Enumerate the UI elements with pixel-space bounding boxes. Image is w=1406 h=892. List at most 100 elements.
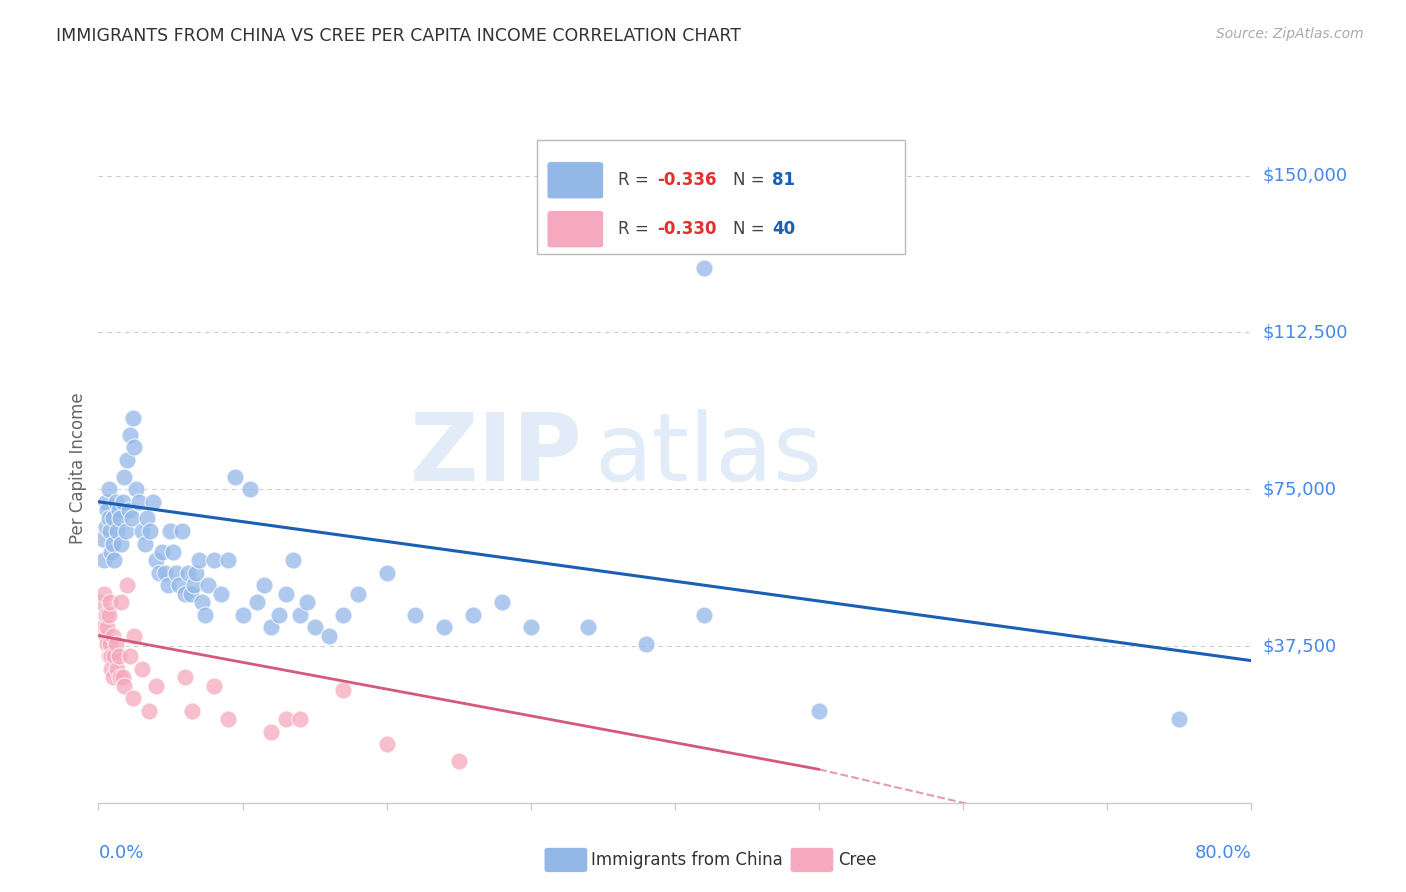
Point: [114, 524, 136, 538]
Point: [170, 524, 193, 538]
Point: [217, 553, 239, 567]
Point: [101, 628, 124, 642]
Text: $75,000: $75,000: [1263, 480, 1337, 499]
Point: [108, 670, 131, 684]
Point: [91, 620, 114, 634]
Point: [177, 566, 200, 580]
Point: [145, 679, 167, 693]
Point: [139, 524, 162, 538]
Point: [97, 607, 120, 622]
Point: [101, 536, 124, 550]
Point: [105, 662, 128, 676]
Point: [1168, 712, 1191, 726]
Point: [108, 511, 131, 525]
Point: [260, 620, 283, 634]
Point: [128, 494, 150, 508]
Text: 81: 81: [772, 171, 796, 189]
Point: [447, 754, 470, 768]
Point: [405, 607, 427, 622]
Point: [122, 691, 145, 706]
Point: [97, 482, 120, 496]
Point: [267, 607, 290, 622]
Point: [107, 649, 129, 664]
Point: [98, 595, 121, 609]
Point: [100, 649, 122, 664]
Point: [153, 566, 176, 580]
Point: [100, 662, 122, 676]
Point: [202, 553, 225, 567]
Text: atlas: atlas: [595, 409, 823, 501]
Point: [174, 670, 197, 684]
Point: [159, 524, 181, 538]
Point: [491, 595, 513, 609]
Point: [194, 607, 217, 622]
Point: [202, 679, 225, 693]
Point: [124, 441, 146, 455]
Point: [96, 637, 118, 651]
Point: [191, 595, 214, 609]
Y-axis label: Per Capita Income: Per Capita Income: [69, 392, 87, 544]
Point: [188, 553, 211, 567]
Point: [274, 587, 297, 601]
Point: [117, 578, 138, 592]
Text: $150,000: $150,000: [1263, 167, 1347, 185]
Point: [107, 503, 129, 517]
Text: 40: 40: [772, 220, 796, 238]
Point: [105, 524, 128, 538]
Point: [167, 578, 190, 592]
Point: [433, 620, 456, 634]
Point: [110, 595, 132, 609]
Point: [224, 469, 246, 483]
Point: [111, 670, 134, 684]
Point: [239, 482, 262, 496]
Point: [332, 607, 354, 622]
Point: [118, 503, 141, 517]
Point: [693, 260, 716, 275]
Point: [98, 637, 121, 651]
Point: [148, 566, 170, 580]
Text: -0.330: -0.330: [657, 220, 717, 238]
Point: [807, 704, 830, 718]
Point: [97, 649, 120, 664]
Point: [165, 566, 187, 580]
Point: [94, 494, 117, 508]
Point: [142, 494, 165, 508]
Point: [253, 578, 276, 592]
Point: [97, 511, 120, 525]
Point: [636, 637, 658, 651]
Point: [290, 712, 312, 726]
Point: [375, 566, 398, 580]
Point: [183, 578, 205, 592]
Point: [304, 620, 326, 634]
Point: [145, 553, 167, 567]
Point: [246, 595, 269, 609]
Text: Cree: Cree: [838, 851, 876, 869]
Point: [100, 545, 122, 559]
Text: -0.336: -0.336: [657, 171, 717, 189]
Text: R =: R =: [617, 220, 654, 238]
Point: [121, 511, 143, 525]
Text: ZIP: ZIP: [409, 409, 582, 501]
Point: [346, 587, 368, 601]
Text: $37,500: $37,500: [1263, 637, 1337, 655]
Point: [231, 607, 254, 622]
Point: [93, 587, 115, 601]
Point: [110, 536, 132, 550]
Point: [96, 503, 118, 517]
Point: [111, 494, 134, 508]
Point: [101, 511, 124, 525]
Point: [91, 533, 114, 547]
Text: Source: ZipAtlas.com: Source: ZipAtlas.com: [1216, 27, 1364, 41]
Point: [120, 649, 142, 664]
Point: [98, 524, 121, 538]
Point: [122, 411, 145, 425]
Point: [297, 595, 319, 609]
Text: IMMIGRANTS FROM CHINA VS CREE PER CAPITA INCOME CORRELATION CHART: IMMIGRANTS FROM CHINA VS CREE PER CAPITA…: [56, 27, 741, 45]
Point: [578, 620, 600, 634]
Point: [112, 679, 135, 693]
Point: [156, 578, 179, 592]
Point: [274, 712, 297, 726]
Point: [90, 595, 112, 609]
Point: [103, 553, 125, 567]
Point: [125, 482, 148, 496]
